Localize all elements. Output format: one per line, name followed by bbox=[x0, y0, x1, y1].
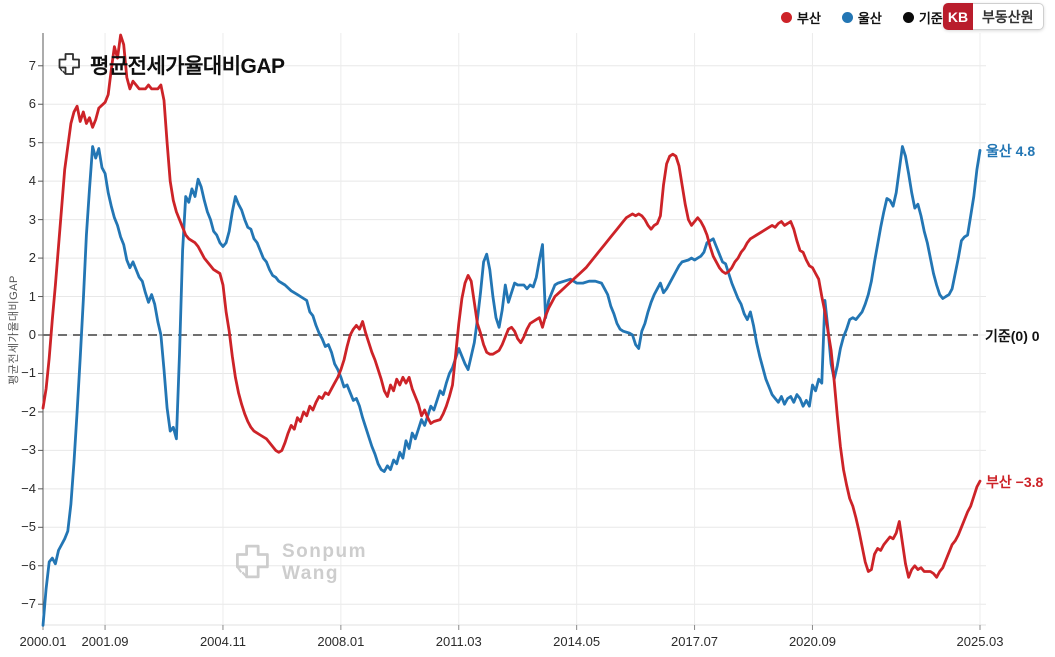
kb-realestate-badge[interactable]: KB 부동산원 bbox=[943, 3, 1044, 30]
y-tick-label: −3 bbox=[21, 442, 36, 458]
x-tick-label: 2020.09 bbox=[788, 634, 836, 649]
x-tick-label: 2004.11 bbox=[199, 634, 246, 649]
x-tick-label: 2001.09 bbox=[81, 634, 129, 649]
page-title: 평균전세가율대비GAP bbox=[90, 55, 285, 78]
chart-title-row: 평균전세가율대비GAP bbox=[56, 50, 285, 80]
sonpumwang-logo-icon bbox=[58, 53, 80, 75]
y-tick-label: 1 bbox=[28, 288, 36, 304]
x-tick-label: 2011.03 bbox=[435, 634, 482, 649]
legend-label-ulsan: 울산 bbox=[857, 11, 882, 26]
busan-series-dot-icon bbox=[781, 12, 792, 23]
kb-badge-label: 부동산원 bbox=[973, 3, 1044, 30]
x-tick-label: 2025.03 bbox=[956, 634, 1004, 649]
y-tick-label: 5 bbox=[28, 134, 36, 150]
x-tick-label: 2014.05 bbox=[553, 634, 601, 649]
watermark: Sonpum Wang bbox=[232, 541, 367, 586]
y-tick-label: −6 bbox=[21, 557, 36, 573]
series-end-label: 부산 −3.8 bbox=[986, 474, 1044, 491]
x-tick-label: 2000.01 bbox=[19, 634, 67, 649]
y-tick-label: −7 bbox=[21, 596, 36, 612]
y-tick-label: 2 bbox=[28, 250, 36, 266]
y-tick-label: 7 bbox=[28, 57, 36, 73]
y-tick-label: −1 bbox=[21, 365, 36, 381]
watermark-logo-icon bbox=[236, 545, 269, 579]
legend-item-ulsan[interactable]: 울산 bbox=[841, 8, 882, 27]
legend-label-busan: 부산 bbox=[797, 11, 821, 26]
y-tick-label: −2 bbox=[21, 403, 36, 419]
y-tick-label: −5 bbox=[21, 519, 36, 535]
y-tick-label: 6 bbox=[28, 96, 36, 112]
x-tick-label: 2008.01 bbox=[317, 634, 365, 649]
y-tick-label: 4 bbox=[28, 173, 36, 189]
y-tick-label: 0 bbox=[28, 327, 36, 342]
baseline-series-dot-icon bbox=[902, 12, 914, 23]
series-end-label: 울산 4.8 bbox=[986, 143, 1036, 160]
baseline-end-label: 기준(0) 0 bbox=[985, 328, 1040, 344]
series-line-울산 bbox=[41, 145, 982, 627]
y-tick-label: −4 bbox=[21, 480, 36, 496]
series-line-부산 bbox=[41, 33, 982, 579]
legend-item-busan[interactable]: 부산 bbox=[781, 8, 821, 27]
x-tick-label: 2017.07 bbox=[671, 634, 719, 649]
ulsan-series-dot-icon bbox=[841, 12, 853, 23]
y-tick-label: 3 bbox=[28, 211, 36, 227]
kb-logo: KB bbox=[943, 3, 973, 30]
legend: 부산 울산 기준(0) bbox=[781, 8, 959, 27]
watermark-text: Sonpum Wang bbox=[282, 541, 367, 585]
